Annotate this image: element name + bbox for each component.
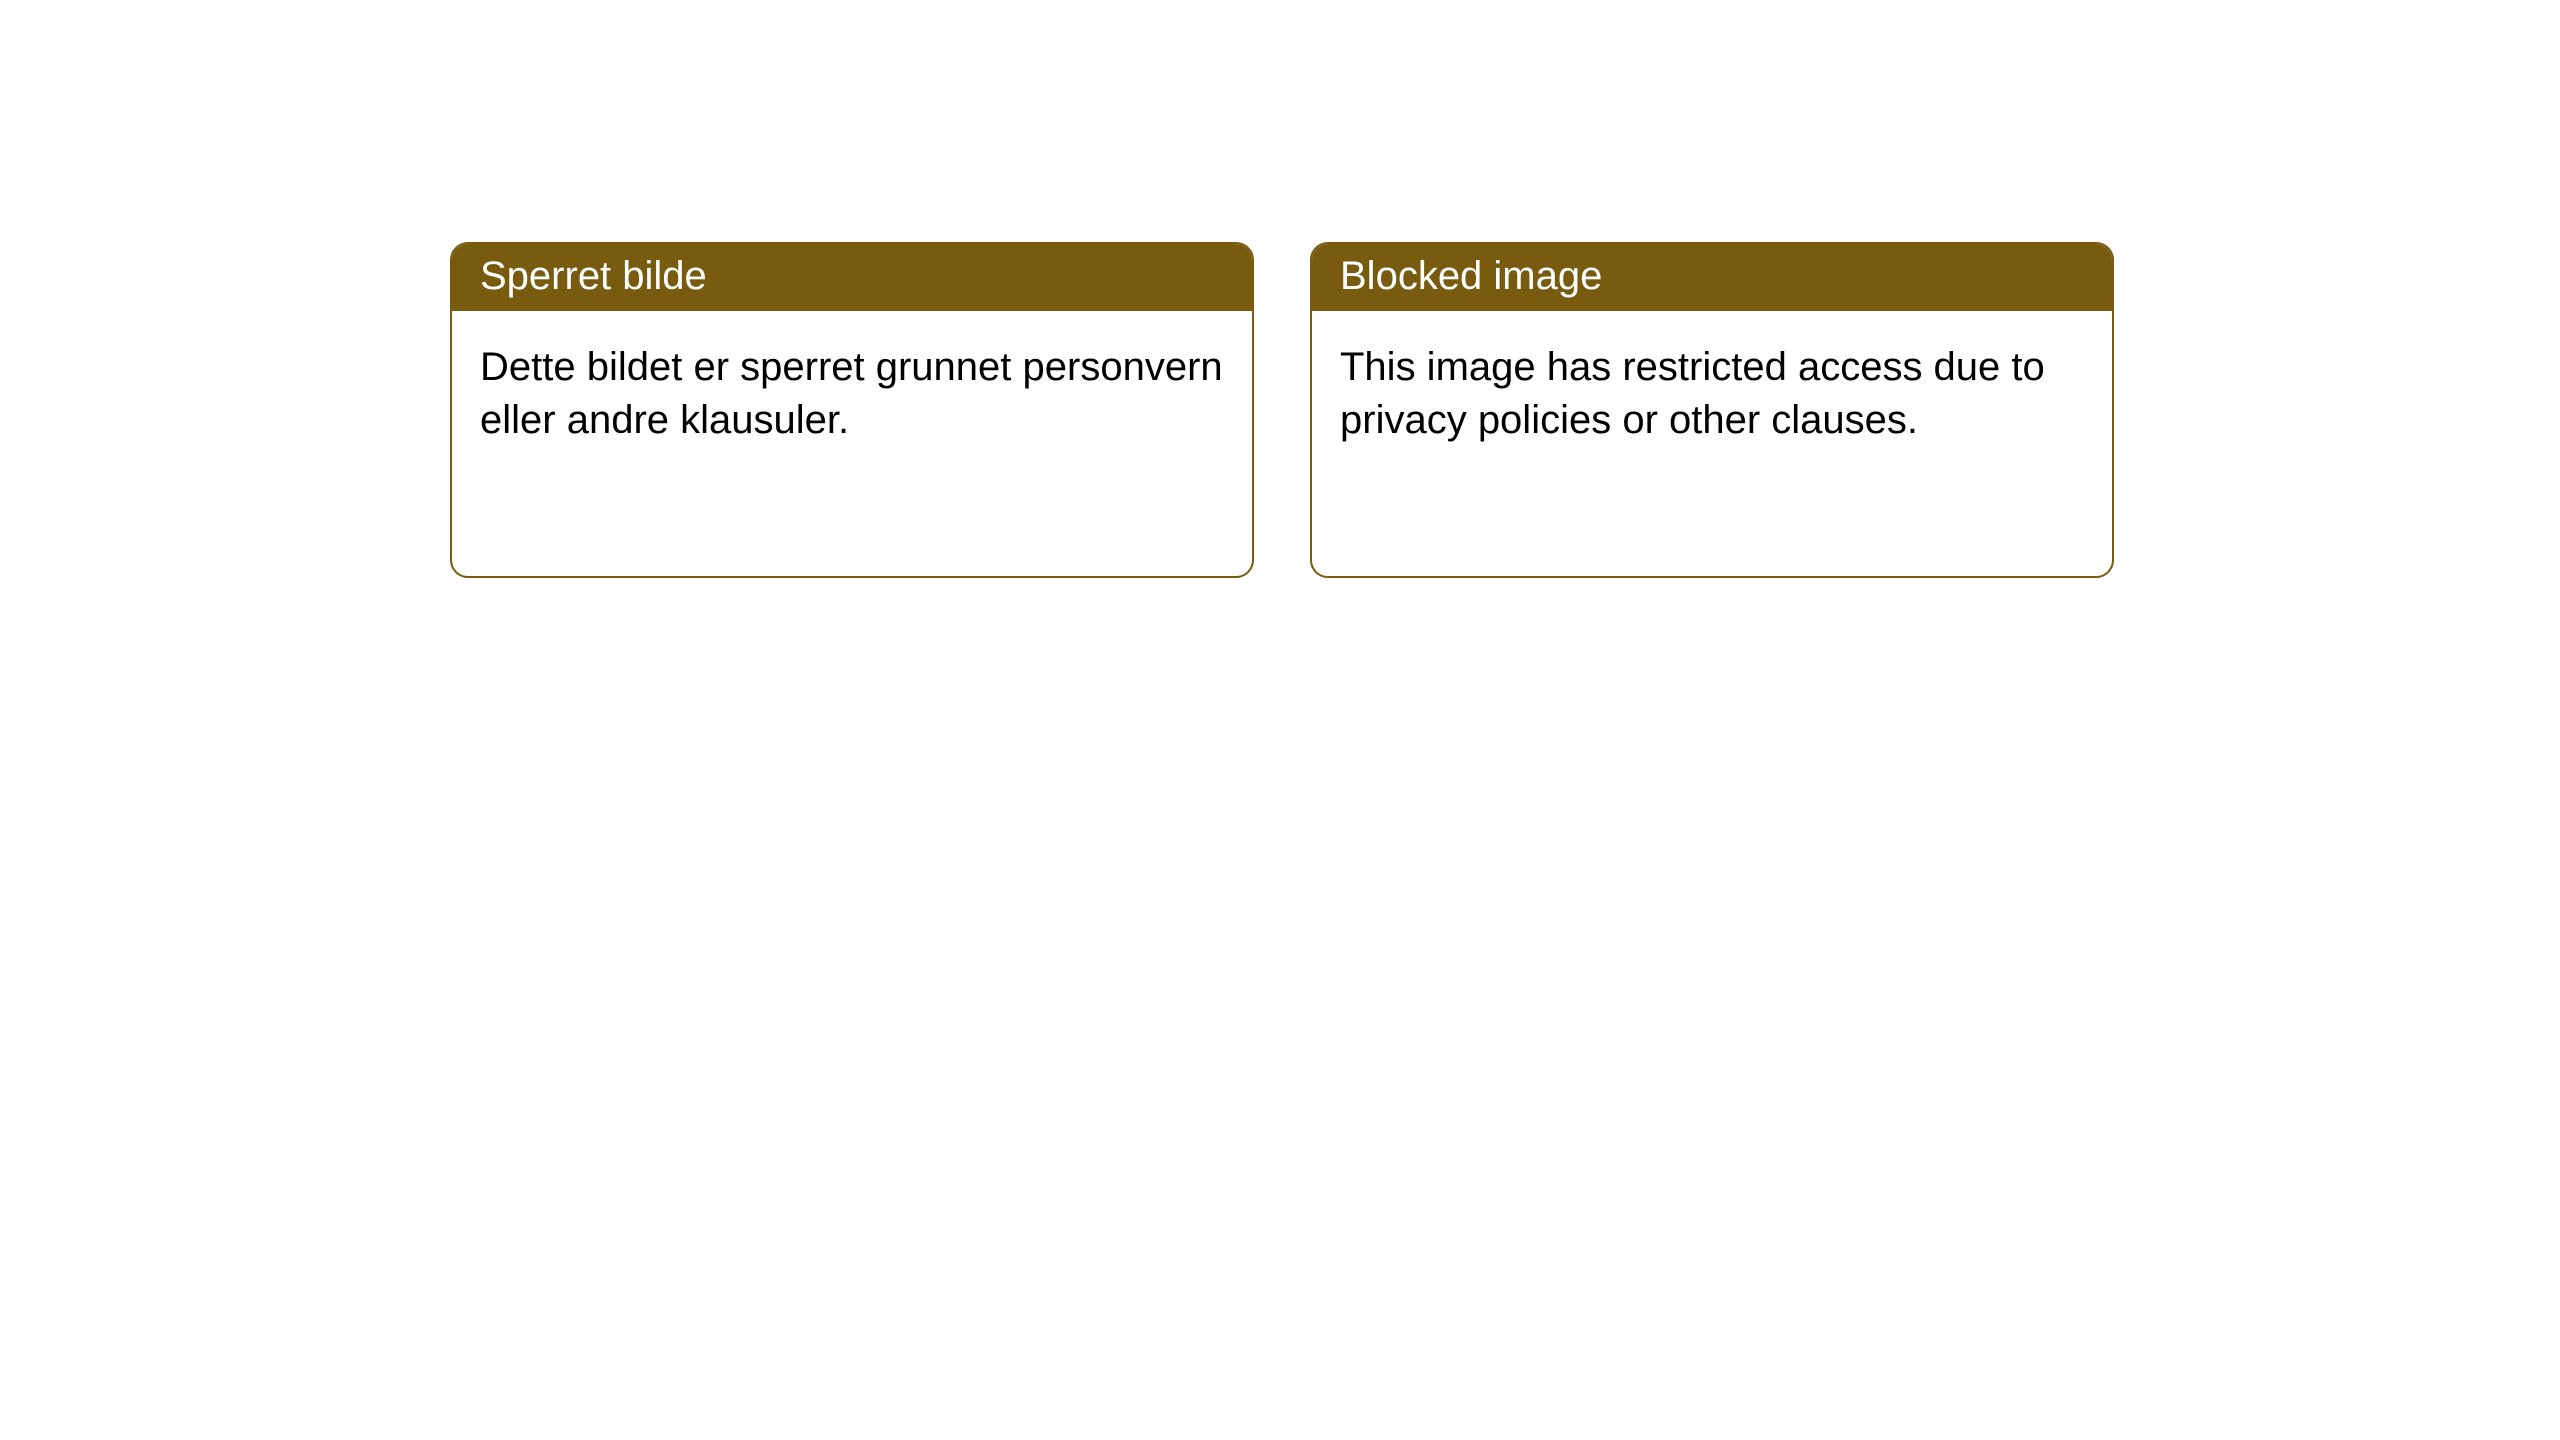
notice-cards-container: Sperret bilde Dette bildet er sperret gr… bbox=[0, 0, 2560, 578]
notice-card-body: This image has restricted access due to … bbox=[1312, 311, 2112, 477]
notice-card-title: Blocked image bbox=[1312, 244, 2112, 311]
notice-card-english: Blocked image This image has restricted … bbox=[1310, 242, 2114, 578]
notice-card-norwegian: Sperret bilde Dette bildet er sperret gr… bbox=[450, 242, 1254, 578]
notice-card-title: Sperret bilde bbox=[452, 244, 1252, 311]
notice-card-body: Dette bildet er sperret grunnet personve… bbox=[452, 311, 1252, 477]
